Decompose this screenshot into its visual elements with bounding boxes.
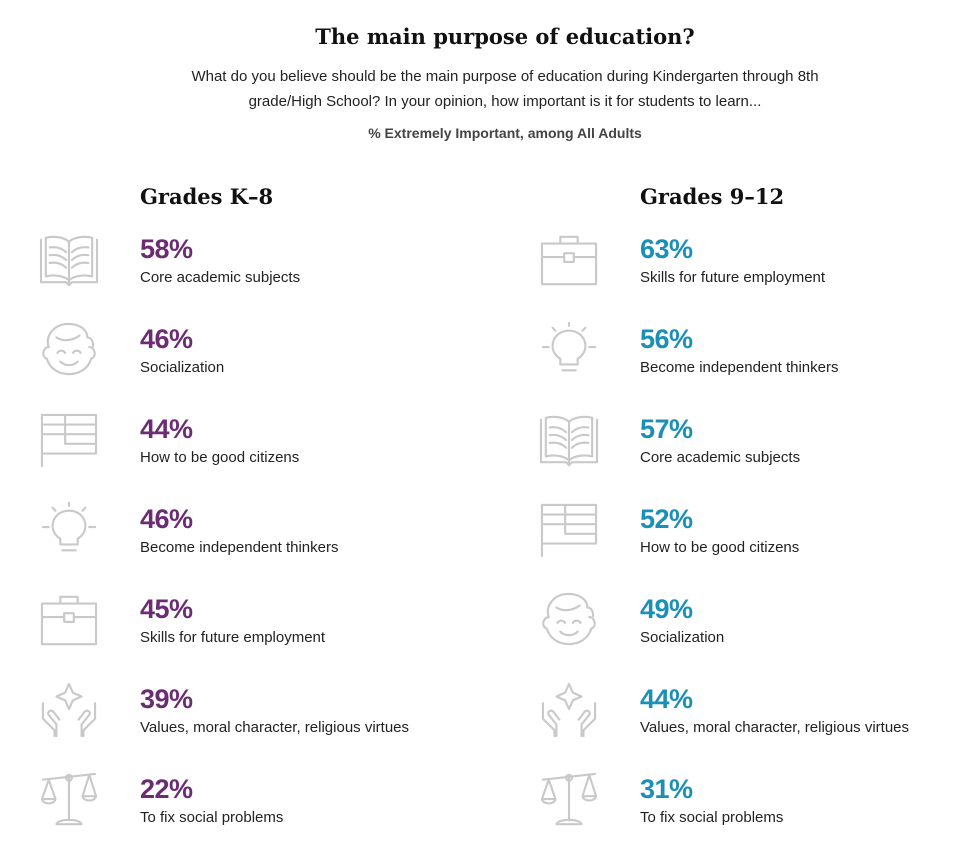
page-title: The main purpose of education? [315, 24, 695, 49]
item-label: How to be good citizens [640, 539, 800, 556]
column-heading-k8: Grades K–8 [140, 184, 274, 209]
book-icon [39, 235, 99, 287]
percent-value: 52% [640, 504, 693, 534]
item-label: Core academic subjects [640, 449, 801, 466]
item-label: Socialization [140, 359, 225, 376]
list-item: 31% To fix social problems [538, 772, 938, 852]
list-item: 46% Socialization [38, 322, 438, 402]
item-label: Core academic subjects [140, 269, 301, 286]
face-icon [542, 592, 596, 646]
list-item: 46% Become independent thinkers [38, 502, 438, 582]
percent-value: 58% [140, 234, 193, 264]
item-label: Become independent thinkers [140, 539, 339, 556]
list-item: 22% To fix social problems [38, 772, 438, 852]
percent-value: 63% [640, 234, 693, 264]
item-label: To fix social problems [140, 809, 284, 826]
subtitle: What do you believe should be the main p… [191, 68, 819, 110]
lightbulb-icon [41, 502, 97, 552]
item-label: Values, moral character, religious virtu… [140, 719, 410, 736]
list-item: 63% Skills for future employment [538, 232, 938, 312]
briefcase-icon [540, 235, 598, 286]
list-item: 49% Socialization [538, 592, 938, 672]
scales-icon [540, 772, 598, 826]
percent-value: 45% [140, 594, 193, 624]
column-heading-9-12: Grades 9–12 [640, 184, 785, 209]
flag-icon [40, 413, 98, 468]
list-item: 52% How to be good citizens [538, 502, 938, 582]
list-item: 44% Values, moral character, religious v… [538, 682, 938, 762]
percent-value: 56% [640, 324, 693, 354]
briefcase-icon [40, 595, 98, 646]
measure-note: % Extremely Important, among All Adults [368, 125, 642, 141]
percent-value: 49% [640, 594, 693, 624]
book-icon [539, 415, 599, 467]
hands-star-icon [541, 682, 597, 738]
hands-star-icon [41, 682, 97, 738]
face-icon [42, 322, 96, 376]
item-label: Values, moral character, religious virtu… [640, 719, 910, 736]
list-item: 56% Become independent thinkers [538, 322, 938, 402]
percent-value: 39% [140, 684, 193, 714]
item-label: Socialization [640, 629, 725, 646]
percent-value: 57% [640, 414, 693, 444]
list-item: 44% How to be good citizens [38, 412, 438, 492]
percent-value: 46% [140, 504, 193, 534]
percent-value: 22% [140, 774, 193, 804]
item-label: Become independent thinkers [640, 359, 839, 376]
item-label: To fix social problems [640, 809, 784, 826]
percent-value: 44% [140, 414, 193, 444]
item-label: Skills for future employment [640, 269, 826, 286]
flag-icon [540, 503, 598, 558]
lightbulb-icon [541, 322, 597, 372]
percent-value: 31% [640, 774, 693, 804]
list-item: 58% Core academic subjects [38, 232, 438, 312]
percent-value: 44% [640, 684, 693, 714]
list-item: 57% Core academic subjects [538, 412, 938, 492]
item-label: Skills for future employment [140, 629, 326, 646]
item-label: How to be good citizens [140, 449, 300, 466]
list-item: 45% Skills for future employment [38, 592, 438, 672]
scales-icon [40, 772, 98, 826]
list-item: 39% Values, moral character, religious v… [38, 682, 438, 762]
percent-value: 46% [140, 324, 193, 354]
